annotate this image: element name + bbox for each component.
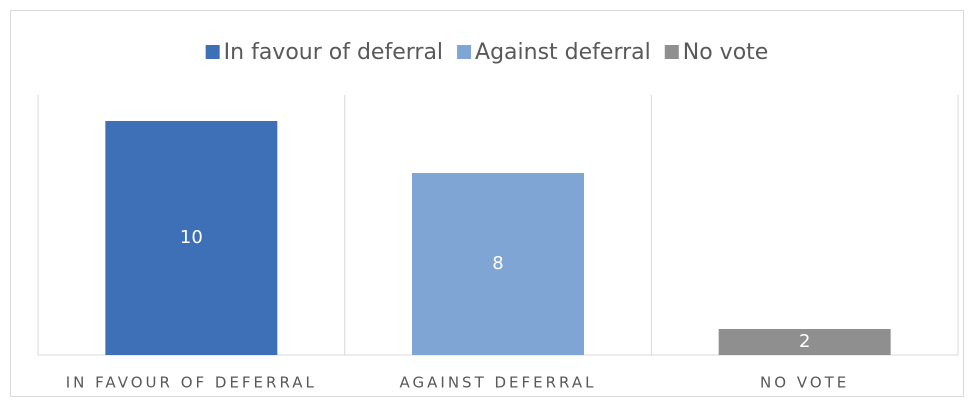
legend-swatch	[205, 45, 220, 59]
x-tick-label: NO VOTE	[760, 374, 849, 392]
bar	[105, 121, 278, 355]
data-label: 2	[799, 331, 810, 352]
bar	[718, 329, 891, 355]
legend-label: No vote	[683, 40, 769, 65]
legend-swatch	[664, 45, 679, 59]
data-label: 10	[180, 227, 203, 248]
data-label: 8	[492, 253, 503, 274]
legend-label: In favour of deferral	[224, 40, 443, 65]
bar	[412, 173, 584, 355]
x-tick-label: AGAINST DEFERRAL	[400, 374, 597, 392]
legend-swatch	[457, 45, 472, 59]
legend-label: Against deferral	[475, 40, 651, 65]
x-tick-label: IN FAVOUR OF DEFERRAL	[66, 374, 317, 392]
